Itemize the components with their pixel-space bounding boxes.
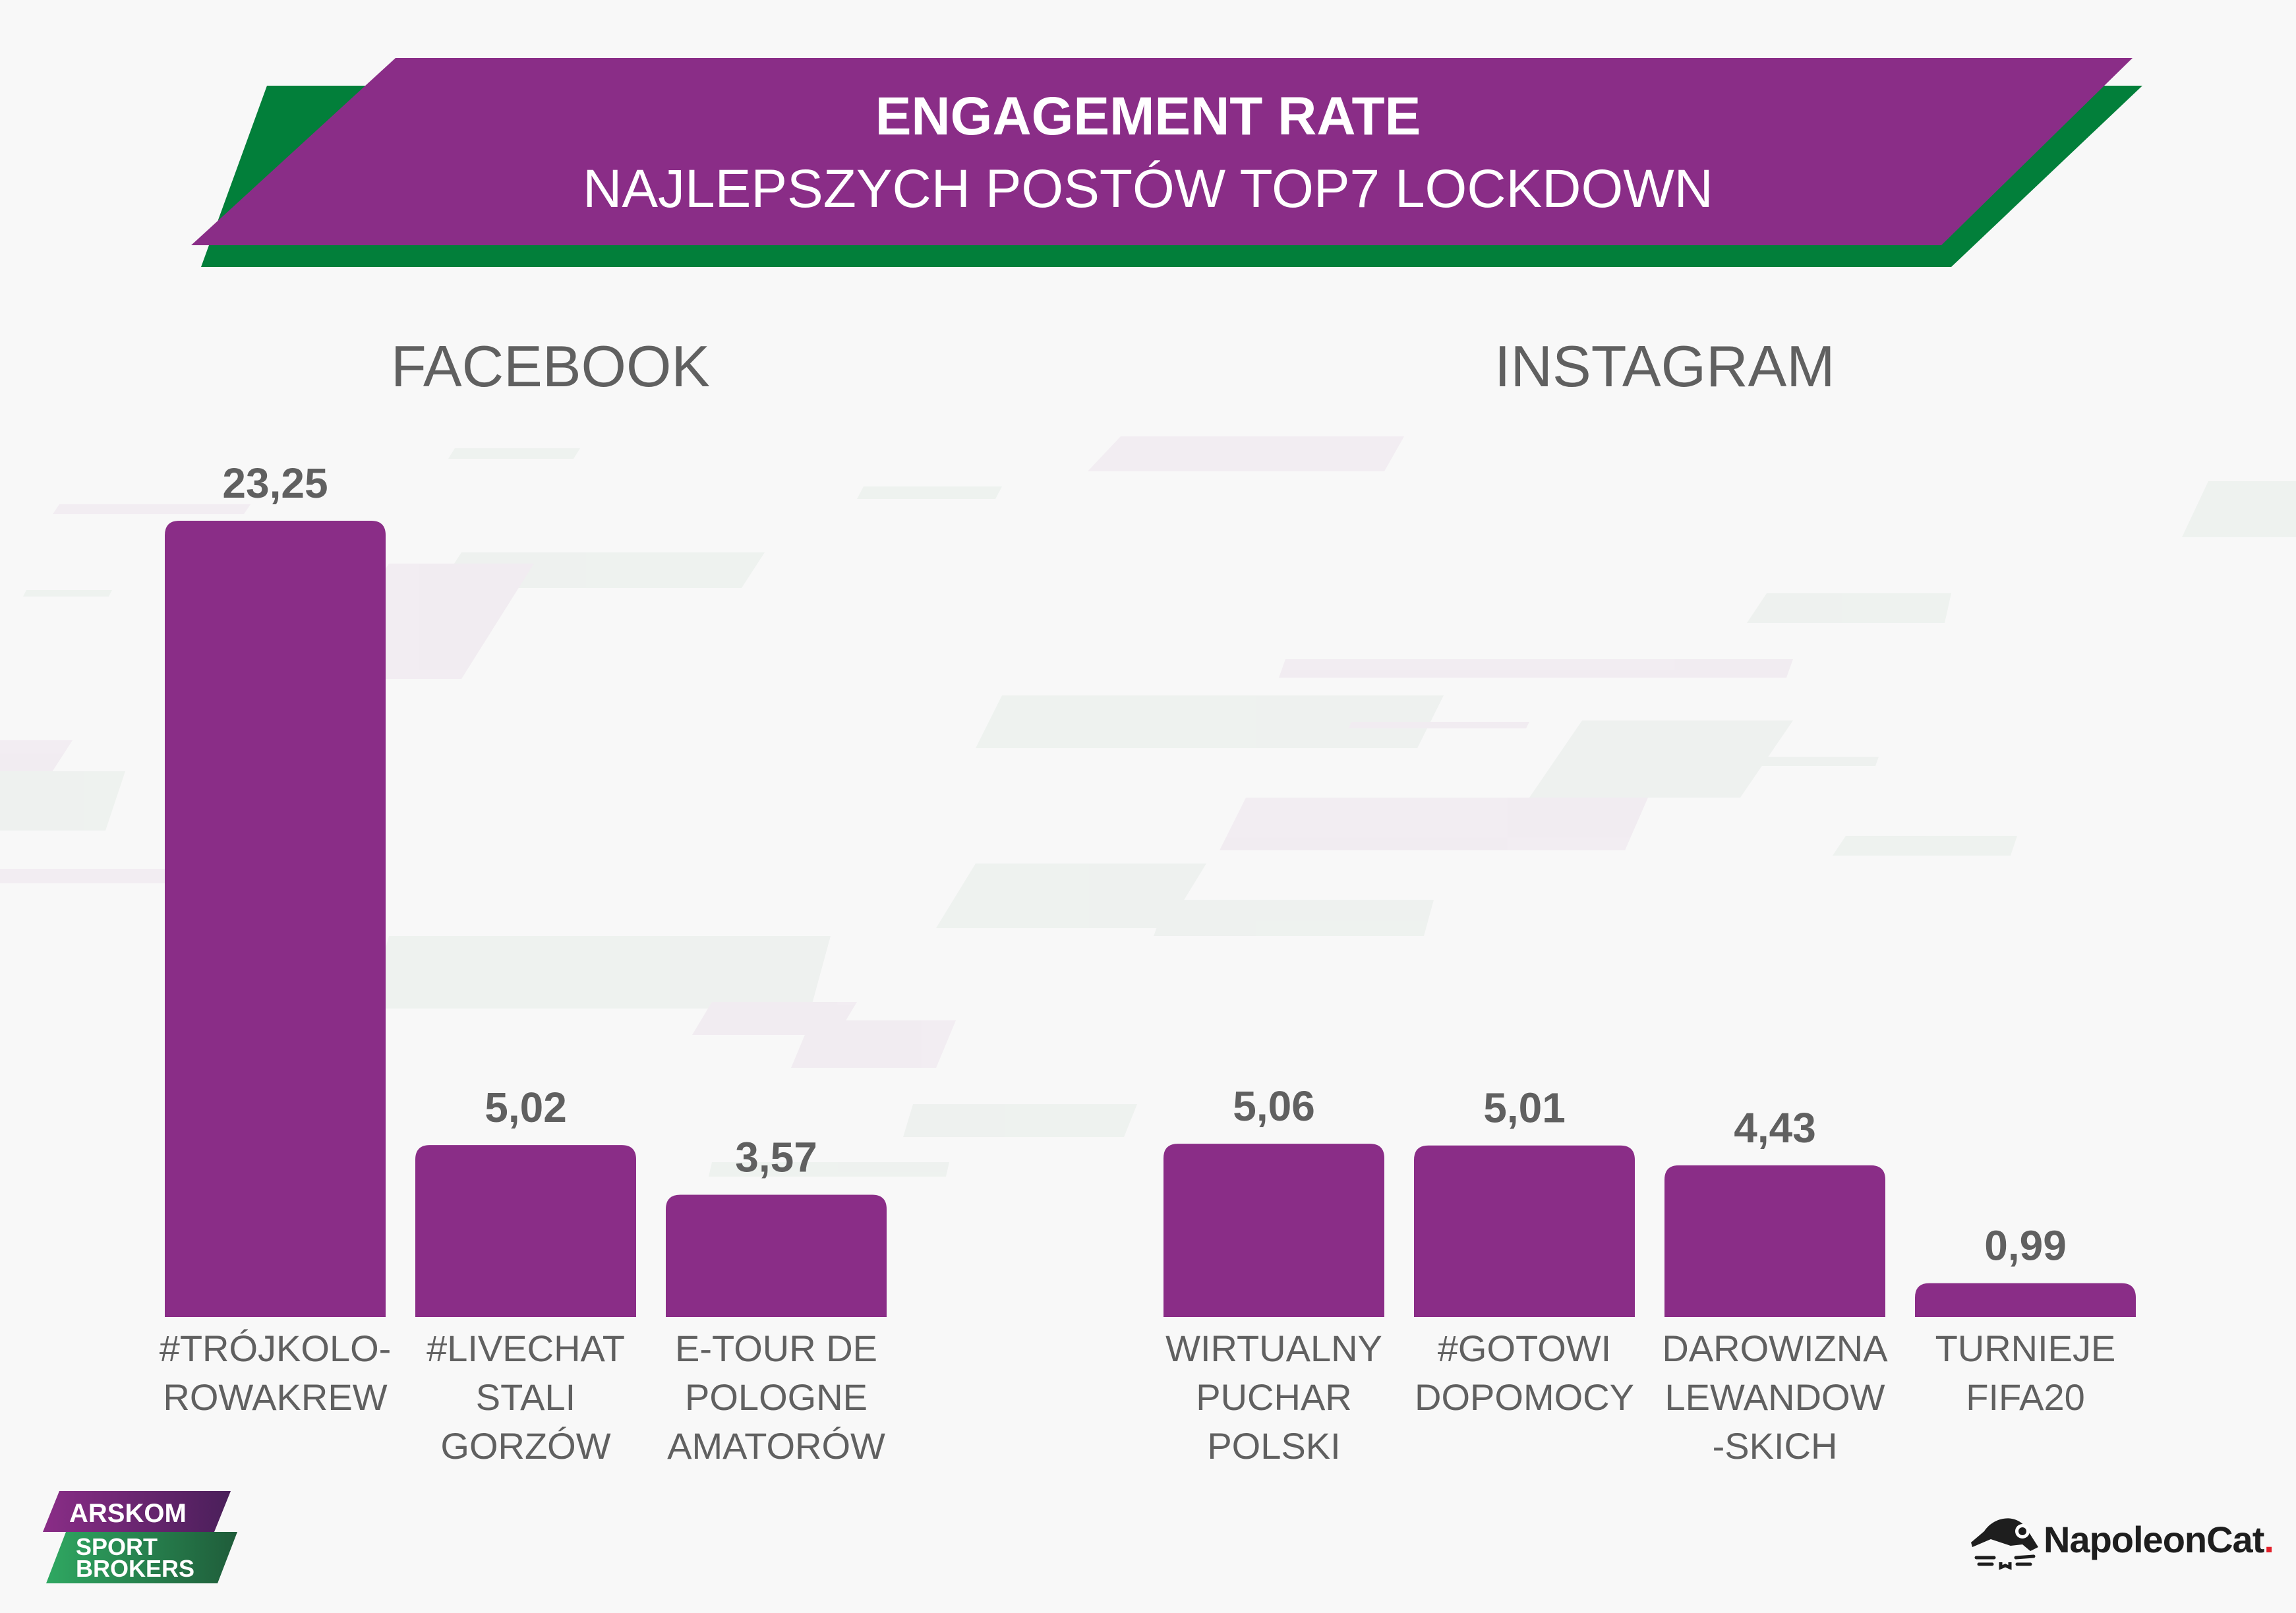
- instagram-value-label-4: 0,99: [1984, 1222, 2067, 1270]
- logo-sport-text: SPORT: [76, 1533, 158, 1560]
- instagram-category-label-2: #GOTOWI: [1438, 1328, 1611, 1369]
- instagram-value-label-2: 5,01: [1483, 1084, 1566, 1132]
- instagram-category-label-1: WIRTUALNY: [1165, 1328, 1382, 1369]
- instagram-category-label-3: -SKICH: [1713, 1425, 1838, 1467]
- facebook-bar-1: [165, 521, 386, 1317]
- instagram-value-label-1: 5,06: [1233, 1082, 1315, 1130]
- instagram-category-label-1: PUCHAR: [1196, 1376, 1351, 1418]
- banner: [191, 58, 2133, 245]
- instagram-bar-2: [1414, 1145, 1635, 1317]
- instagram-bars: 5,06 WIRTUALNY PUCHAR POLSKI 5,01 #GOTOWI DOPO…: [1163, 1082, 2136, 1467]
- instagram-category-label-4: FIFA20: [1966, 1376, 2085, 1418]
- instagram-bar-3: [1664, 1165, 1885, 1317]
- instagram-bar-1: [1163, 1144, 1384, 1317]
- napoleoncat-text: NapoleonCat: [2044, 1518, 2264, 1560]
- facebook-bars: 23,25 #TRÓJKOLO- ROWAKREW 5,02 #LIVECHAT STAL…: [160, 459, 887, 1467]
- facebook-heading: FACEBOOK: [391, 334, 711, 399]
- instagram-category-label-3: DAROWIZNA: [1662, 1328, 1888, 1369]
- instagram-category-label-2: DOPOMOCY: [1415, 1376, 1634, 1418]
- facebook-category-label-1: #TRÓJKOLO-: [160, 1328, 392, 1369]
- facebook-value-label-1: 23,25: [222, 459, 328, 507]
- instagram-value-label-3: 4,43: [1734, 1104, 1816, 1152]
- facebook-category-label-1: ROWAKREW: [163, 1376, 387, 1418]
- facebook-category-label-2: GORZÓW: [440, 1425, 610, 1467]
- napoleoncat-logo: NapoleonCat.: [1964, 1506, 2274, 1572]
- instagram-category-label-4: TURNIEJE: [1935, 1328, 2116, 1369]
- logo-brokers-text: BROKERS: [76, 1555, 194, 1582]
- facebook-value-label-3: 3,57: [735, 1134, 817, 1181]
- arskom-sport-brokers-logo: ARSKOM SPORT BROKERS: [43, 1491, 241, 1590]
- chart-title: ENGAGEMENT RATE: [875, 86, 1421, 146]
- logo-arskom-text: ARSKOM: [69, 1499, 187, 1528]
- chart-subtitle: NAJLEPSZYCH POSTÓW TOP7 LOCKDOWN: [583, 159, 1713, 219]
- facebook-category-label-3: AMATORÓW: [667, 1425, 885, 1467]
- napoleoncat-cat-icon: [1971, 1518, 2038, 1570]
- facebook-category-label-3: POLOGNE: [685, 1376, 868, 1418]
- facebook-value-label-2: 5,02: [485, 1084, 567, 1131]
- facebook-category-label-2: #LIVECHAT: [427, 1328, 625, 1369]
- facebook-category-label-3: E-TOUR DE: [675, 1328, 877, 1369]
- instagram-category-label-1: POLSKI: [1207, 1425, 1340, 1467]
- instagram-bar-4: [1915, 1283, 2136, 1317]
- facebook-category-label-2: STALI: [476, 1376, 575, 1418]
- instagram-heading: INSTAGRAM: [1494, 334, 1835, 399]
- facebook-bar-3: [666, 1194, 887, 1317]
- facebook-bar-2: [415, 1145, 636, 1317]
- instagram-category-label-3: LEWANDOW: [1665, 1376, 1885, 1418]
- napoleoncat-dot: .: [2264, 1518, 2274, 1560]
